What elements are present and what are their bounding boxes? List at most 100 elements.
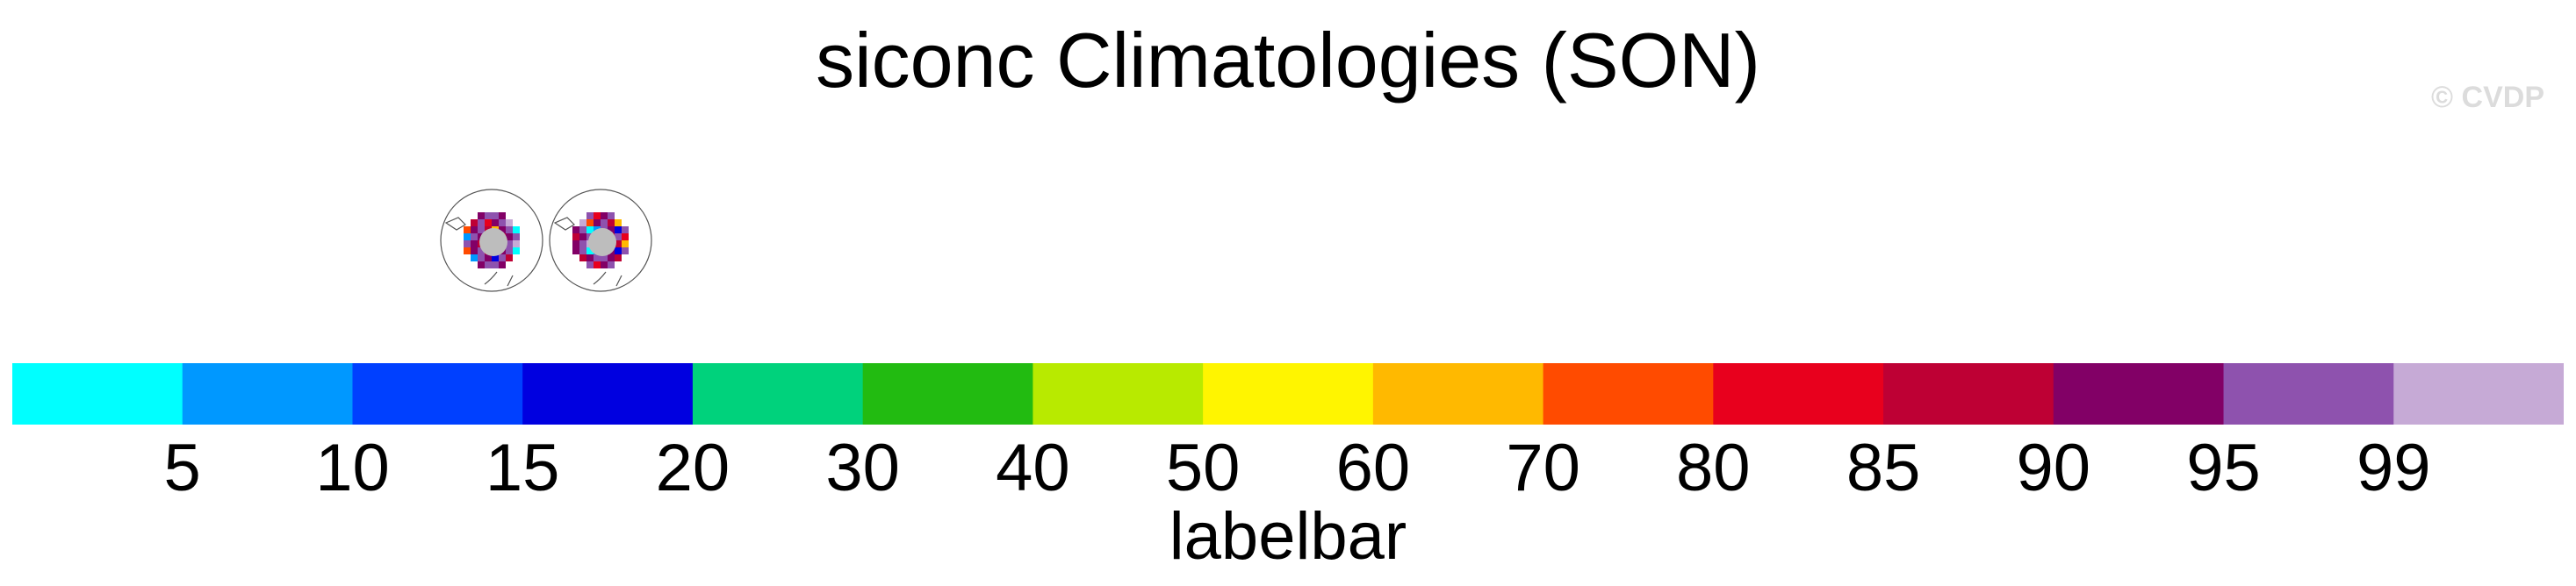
sea-ice-cell bbox=[608, 219, 615, 226]
sea-ice-cell bbox=[622, 226, 629, 233]
sea-ice-cell bbox=[492, 254, 499, 261]
sea-ice-cell bbox=[471, 240, 478, 247]
sea-ice-cell bbox=[579, 247, 586, 254]
colorbar-box-15 bbox=[2393, 363, 2564, 425]
sea-ice-cell bbox=[572, 240, 579, 247]
sea-ice-cell bbox=[615, 247, 622, 254]
sea-ice-cell bbox=[471, 219, 478, 226]
colorbar-box-11 bbox=[1713, 363, 1884, 425]
colorbar-tick-label: 70 bbox=[1506, 431, 1580, 505]
sea-ice-cell bbox=[594, 261, 601, 268]
colorbar-tick-label: 85 bbox=[1846, 431, 1921, 505]
sea-ice-cell bbox=[594, 219, 601, 226]
sea-ice-cell bbox=[485, 219, 492, 226]
sea-ice-cell bbox=[572, 226, 579, 233]
colorbar-tick-label: 15 bbox=[485, 431, 560, 505]
sea-ice-cell bbox=[572, 233, 579, 240]
sea-ice-cell bbox=[586, 254, 594, 261]
sea-ice-cell bbox=[579, 240, 586, 247]
sea-ice-cell bbox=[513, 240, 520, 247]
sea-ice-cell bbox=[579, 254, 586, 261]
sea-ice-cell bbox=[608, 261, 615, 268]
colorbar-tick-label: 50 bbox=[1165, 431, 1241, 505]
sea-ice-cell bbox=[506, 240, 513, 247]
colorbar-tick-label: 40 bbox=[996, 431, 1070, 505]
colorbar-box-9 bbox=[1372, 363, 1544, 425]
sea-ice-cell bbox=[513, 233, 520, 240]
colorbar-box-14 bbox=[2223, 363, 2394, 425]
sea-ice-cell bbox=[579, 226, 586, 233]
colorbar-box-1 bbox=[12, 363, 183, 425]
sea-ice-cell bbox=[478, 247, 485, 254]
sea-ice-cell bbox=[506, 233, 513, 240]
colorbar-label: labelbar bbox=[1169, 499, 1407, 574]
sea-ice-cell bbox=[506, 247, 513, 254]
sea-ice-cell bbox=[485, 212, 492, 219]
sea-ice-cell bbox=[478, 254, 485, 261]
sea-ice-cell bbox=[622, 247, 629, 254]
sea-ice-cell bbox=[464, 240, 471, 247]
sea-ice-cell bbox=[586, 247, 594, 254]
sea-ice-cell bbox=[594, 254, 601, 261]
sea-ice-cell bbox=[586, 219, 594, 226]
map-panel-2 bbox=[549, 189, 652, 292]
colorbar-tick-label: 10 bbox=[315, 431, 390, 505]
sea-ice-cell bbox=[601, 254, 608, 261]
sea-ice-cell bbox=[485, 261, 492, 268]
colorbar-box-12 bbox=[1883, 363, 2054, 425]
sea-ice-cell bbox=[615, 226, 622, 233]
sea-ice-cell bbox=[471, 254, 478, 261]
sea-ice-cell bbox=[579, 233, 586, 240]
sea-ice-cell bbox=[586, 261, 594, 268]
sea-ice-cell bbox=[478, 219, 485, 226]
colorbar-box-5 bbox=[692, 363, 864, 425]
sea-ice-cell bbox=[471, 247, 478, 254]
colorbar-tick-labels: 5 10 15 20 30 40 50 60 70 80 85 90 95 99 bbox=[0, 430, 2576, 509]
map-panels bbox=[440, 189, 652, 292]
land-mask-2 bbox=[588, 228, 616, 256]
land-mask-1 bbox=[479, 228, 507, 256]
sea-ice-cell bbox=[615, 219, 622, 226]
sea-ice-cell bbox=[622, 240, 629, 247]
sea-ice-cell bbox=[492, 219, 499, 226]
sea-ice-cell bbox=[478, 212, 485, 219]
colorbar-tick-label: 20 bbox=[655, 431, 730, 505]
colorbar-box-3 bbox=[352, 363, 523, 425]
sea-ice-cell bbox=[513, 247, 520, 254]
sea-ice-cell bbox=[601, 261, 608, 268]
colorbar-tick-label: 80 bbox=[1676, 431, 1751, 505]
cvdp-watermark: © CVDP bbox=[2431, 81, 2544, 114]
colorbar-box-7 bbox=[1033, 363, 1204, 425]
sea-ice-cell bbox=[608, 226, 615, 233]
sea-ice-cell bbox=[499, 219, 506, 226]
colorbar-tick-label: 90 bbox=[2016, 431, 2091, 505]
colorbar-box-10 bbox=[1543, 363, 1714, 425]
sea-ice-cell bbox=[499, 254, 506, 261]
sea-ice-cell bbox=[586, 212, 594, 219]
coastline-2 bbox=[553, 217, 575, 231]
sea-ice-cell bbox=[622, 233, 629, 240]
sea-ice-cell bbox=[608, 254, 615, 261]
map-panel-1 bbox=[440, 189, 543, 292]
sea-ice-cell bbox=[601, 219, 608, 226]
colorbar bbox=[12, 363, 2564, 425]
sea-ice-cell bbox=[499, 226, 506, 233]
colorbar-box-6 bbox=[862, 363, 1033, 425]
sea-ice-cell bbox=[499, 261, 506, 268]
sea-ice-cell bbox=[572, 247, 579, 254]
colorbar-tick-label: 30 bbox=[825, 431, 900, 505]
sea-ice-cell bbox=[492, 212, 499, 219]
sea-ice-cell bbox=[513, 226, 520, 233]
sea-ice-cell bbox=[492, 261, 499, 268]
sea-ice-cell bbox=[506, 226, 513, 233]
colorbar-tick-label: 99 bbox=[2357, 431, 2431, 505]
colorbar-tick-label: 5 bbox=[163, 431, 201, 505]
sea-ice-cell bbox=[608, 212, 615, 219]
colorbar-box-2 bbox=[182, 363, 354, 425]
sea-ice-cell bbox=[464, 247, 471, 254]
colorbar-box-4 bbox=[522, 363, 694, 425]
colorbar-tick-label: 60 bbox=[1335, 431, 1411, 505]
sea-ice-cell bbox=[485, 254, 492, 261]
sea-ice-cell bbox=[601, 212, 608, 219]
sea-ice-cell bbox=[478, 226, 485, 233]
